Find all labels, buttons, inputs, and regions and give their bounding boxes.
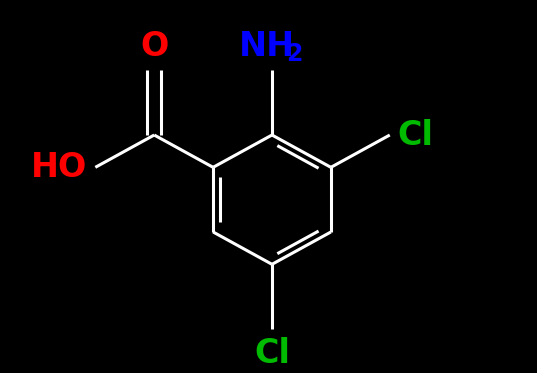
Text: NH: NH [239, 30, 295, 63]
Text: Cl: Cl [254, 336, 290, 370]
Text: 2: 2 [286, 42, 302, 66]
Text: HO: HO [31, 151, 88, 184]
Text: O: O [140, 30, 168, 63]
Text: Cl: Cl [398, 119, 434, 151]
